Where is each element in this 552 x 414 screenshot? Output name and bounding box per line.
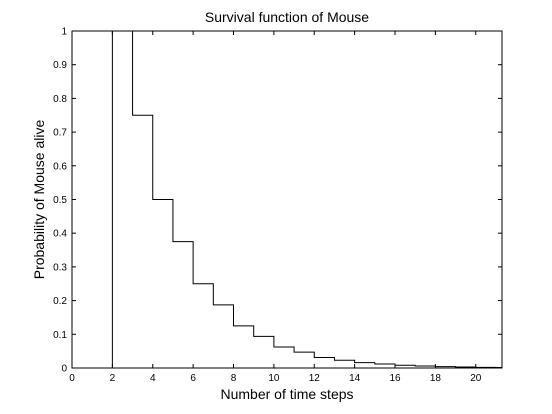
x-tick-label: 14 xyxy=(349,373,361,384)
x-axis-title: Number of time steps xyxy=(220,386,353,402)
chart-title: Survival function of Mouse xyxy=(205,9,369,25)
y-tick-label: 1 xyxy=(61,27,67,38)
y-axis-title: Probability of Mouse alive xyxy=(31,120,47,280)
y-tick-label: 0.2 xyxy=(53,296,67,307)
survival-step-line xyxy=(111,30,502,368)
y-tick-label: 0.8 xyxy=(53,94,67,105)
x-tick-label: 12 xyxy=(309,373,321,384)
x-tick-label: 16 xyxy=(389,373,401,384)
x-tick-label: 0 xyxy=(69,373,75,384)
y-tick-label: 0.6 xyxy=(53,161,67,172)
y-tick-label: 0.1 xyxy=(53,330,67,341)
y-tick-label: 0.4 xyxy=(53,229,67,240)
x-tick-label: 18 xyxy=(430,373,442,384)
x-tick-label: 4 xyxy=(150,373,156,384)
y-tick-label: 0.3 xyxy=(53,262,67,273)
x-tick-label: 10 xyxy=(268,373,280,384)
x-axis-ticks: 0 2 4 6 8 10 12 14 16 18 20 xyxy=(69,31,482,384)
x-tick-label: 8 xyxy=(231,373,237,384)
y-tick-label: 0 xyxy=(61,364,67,375)
y-tick-label: 0.9 xyxy=(53,60,67,71)
x-tick-label: 2 xyxy=(110,373,116,384)
x-tick-label: 20 xyxy=(470,373,482,384)
y-tick-label: 0.7 xyxy=(53,128,67,139)
plot-area xyxy=(71,30,503,369)
y-axis-ticks: 0 0.1 0.2 0.3 0.4 0.5 0.6 0.7 0.8 0.9 1 xyxy=(53,27,502,375)
x-tick-label: 6 xyxy=(190,373,196,384)
y-tick-label: 0.5 xyxy=(53,195,67,206)
